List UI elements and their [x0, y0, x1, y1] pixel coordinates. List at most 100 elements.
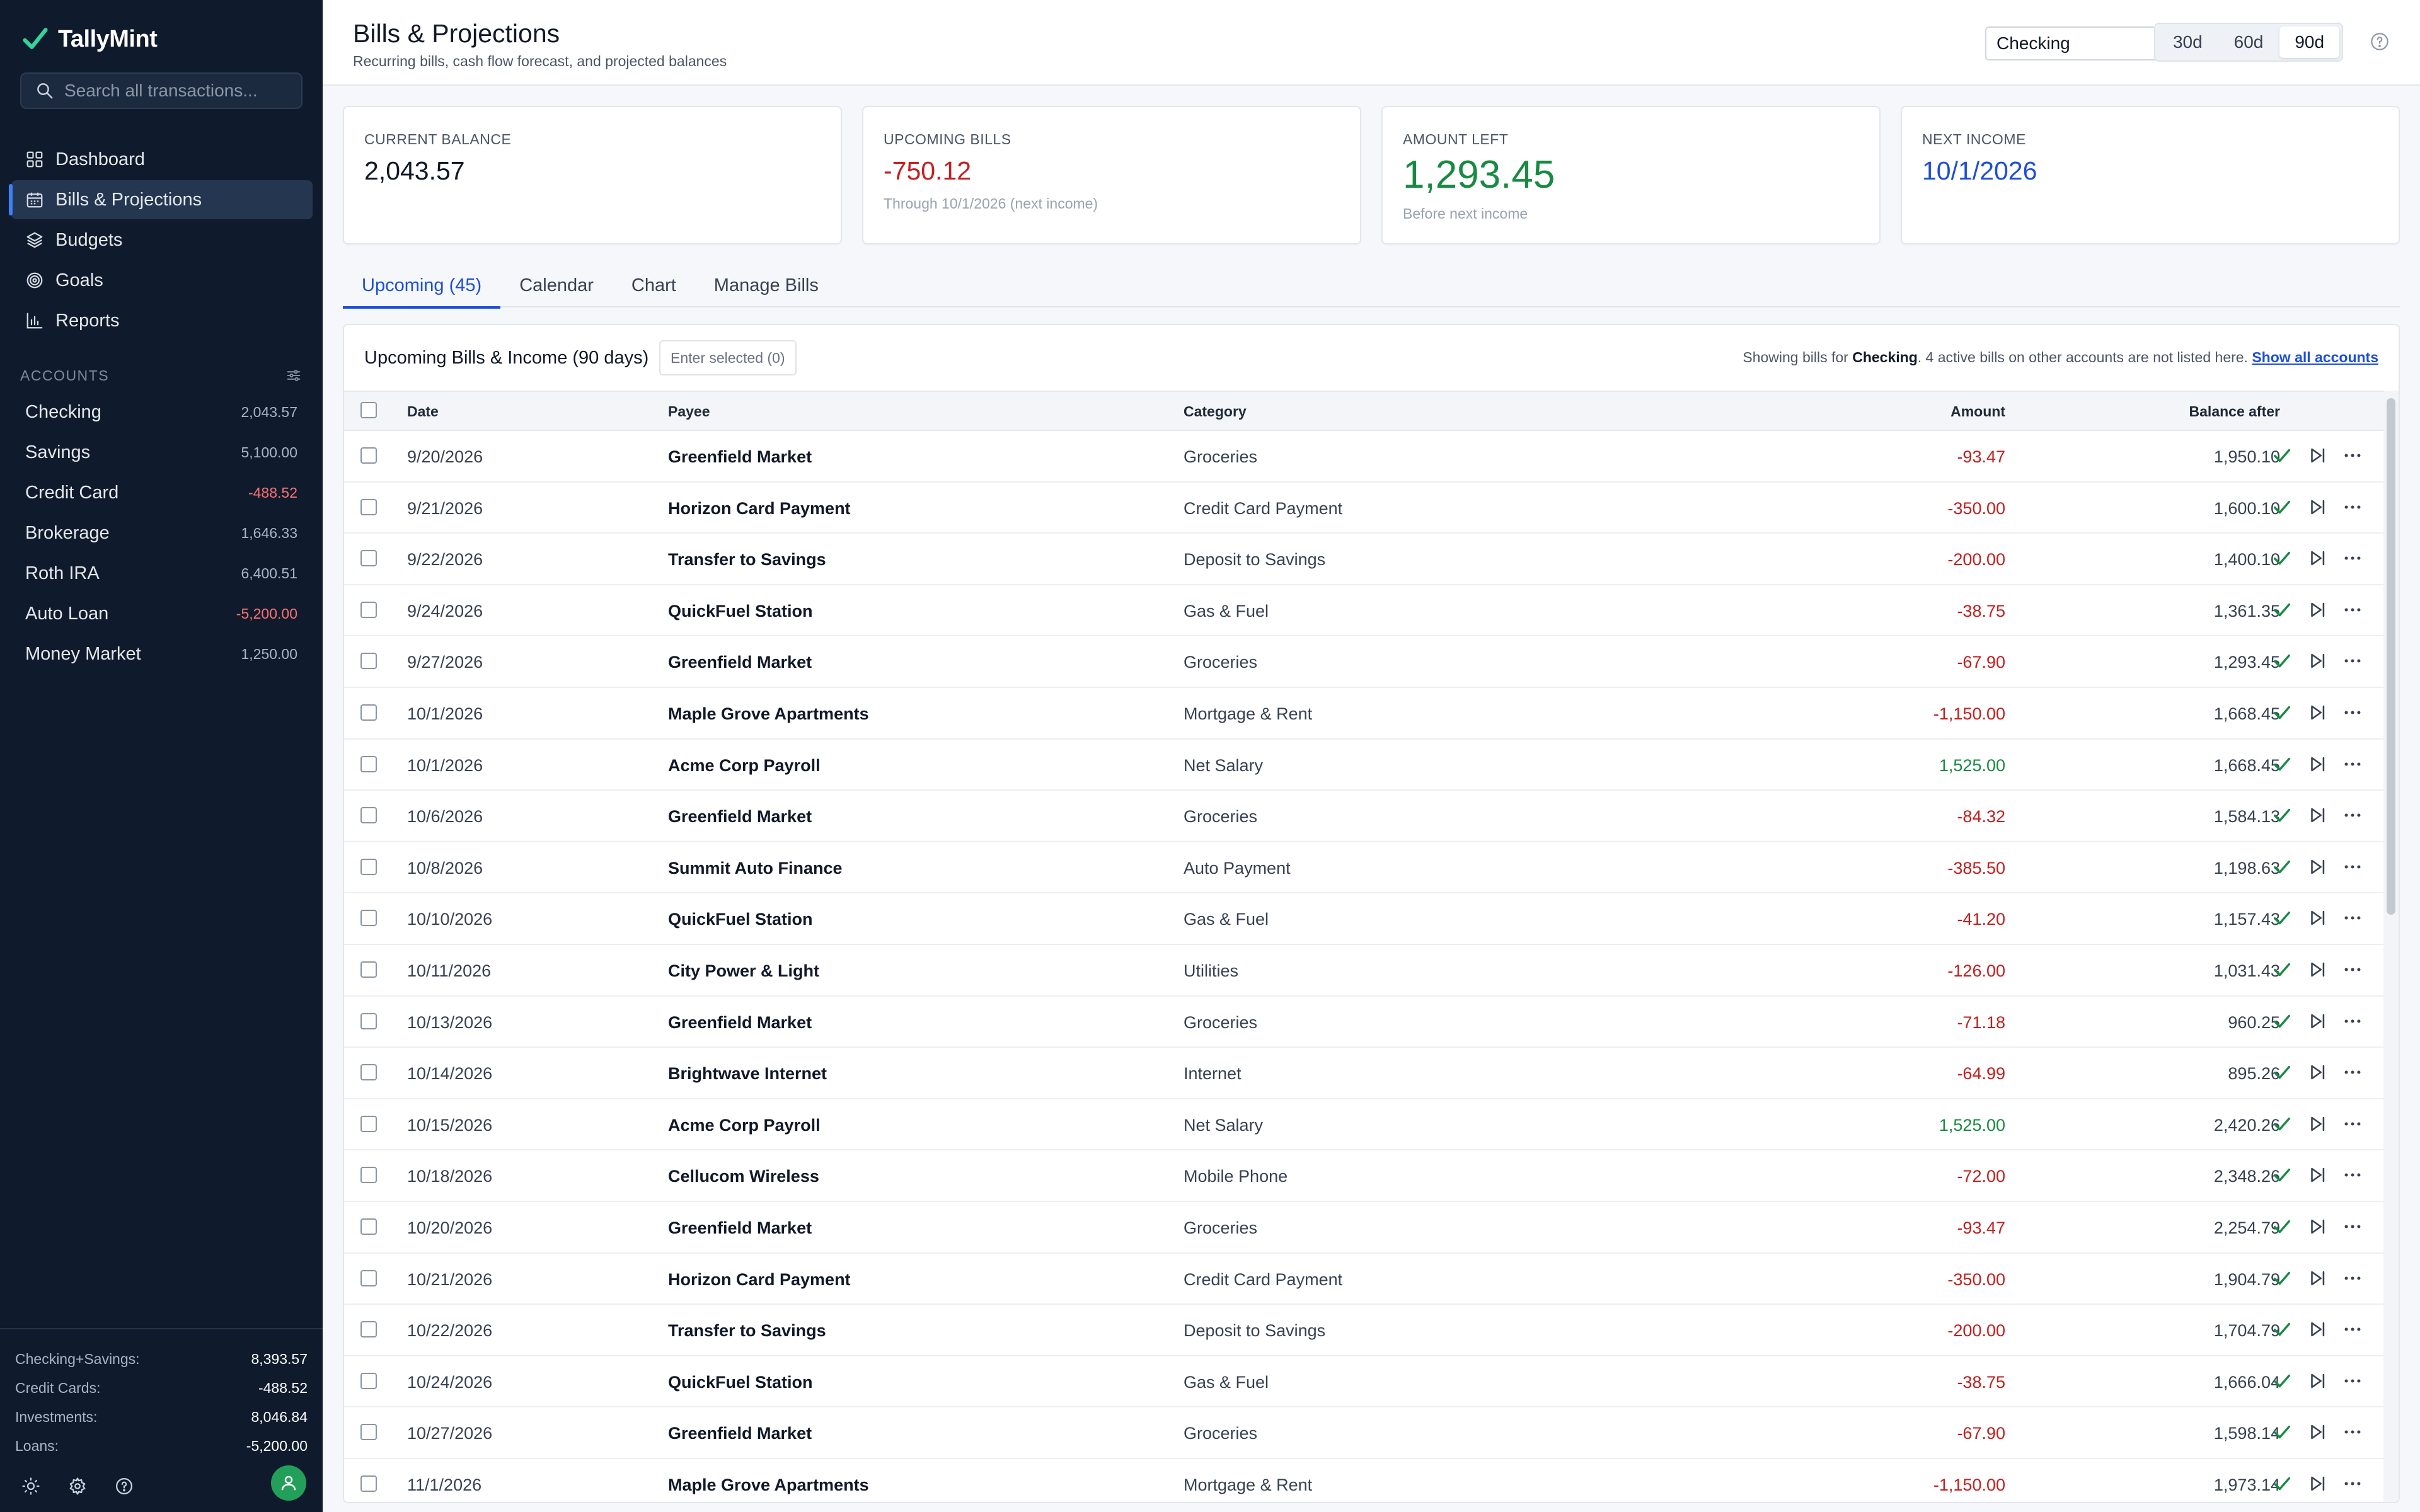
row-checkbox[interactable]: [360, 1372, 377, 1389]
account-item-roth-ira[interactable]: Roth IRA 6,400.51: [25, 553, 297, 593]
check-icon[interactable]: [2271, 1164, 2293, 1186]
skip-icon[interactable]: [2307, 1268, 2328, 1289]
more-icon[interactable]: [2342, 753, 2363, 775]
row-checkbox[interactable]: [360, 498, 377, 515]
check-icon[interactable]: [2271, 702, 2293, 723]
tab-upcoming[interactable]: Upcoming (45): [343, 263, 501, 309]
table-row[interactable]: 9/27/2026 Greenfield Market Groceries -67.9…: [344, 636, 2386, 688]
row-checkbox[interactable]: [360, 858, 377, 875]
skip-icon[interactable]: [2307, 805, 2328, 826]
skip-icon[interactable]: [2307, 496, 2328, 518]
table-row[interactable]: 10/1/2026 Maple Grove Apartments Mortgage …: [344, 688, 2386, 740]
account-item-brokerage[interactable]: Brokerage 1,646.33: [25, 513, 297, 553]
more-icon[interactable]: [2342, 1062, 2363, 1083]
range-90d-button[interactable]: 90d: [2279, 26, 2340, 58]
range-60d-button[interactable]: 60d: [2233, 32, 2264, 52]
more-icon[interactable]: [2342, 1216, 2363, 1237]
skip-icon[interactable]: [2307, 856, 2328, 878]
check-icon[interactable]: [2271, 1062, 2293, 1083]
table-row[interactable]: 11/1/2026 Maple Grove Apartments Mortgage …: [344, 1459, 2386, 1502]
more-icon[interactable]: [2342, 599, 2363, 621]
row-checkbox[interactable]: [360, 1424, 377, 1441]
account-item-savings[interactable]: Savings 5,100.00: [25, 432, 297, 472]
avatar[interactable]: [271, 1465, 306, 1501]
row-checkbox[interactable]: [360, 807, 377, 824]
check-icon[interactable]: [2271, 1319, 2293, 1340]
table-row[interactable]: 10/20/2026 Greenfield Market Groceries -93.…: [344, 1202, 2386, 1254]
skip-icon[interactable]: [2307, 1011, 2328, 1032]
tab-chart[interactable]: Chart: [631, 275, 676, 295]
check-icon[interactable]: [2271, 805, 2293, 826]
skip-icon[interactable]: [2307, 1370, 2328, 1392]
tab-manage-bills[interactable]: Manage Bills: [713, 275, 819, 295]
check-icon[interactable]: [2271, 856, 2293, 878]
skip-icon[interactable]: [2307, 445, 2328, 466]
table-row[interactable]: 10/27/2026 Greenfield Market Groceries -67.…: [344, 1407, 2386, 1459]
check-icon[interactable]: [2271, 1216, 2293, 1237]
sun-icon[interactable]: [21, 1477, 40, 1496]
nav-item-dashboard[interactable]: Dashboard: [11, 140, 313, 179]
row-checkbox[interactable]: [360, 755, 377, 772]
table-row[interactable]: 10/13/2026 Greenfield Market Groceries -71.…: [344, 997, 2386, 1048]
row-checkbox[interactable]: [360, 550, 377, 567]
more-icon[interactable]: [2342, 547, 2363, 569]
nav-item-reports[interactable]: Reports: [11, 301, 313, 340]
more-icon[interactable]: [2342, 1421, 2363, 1443]
check-icon[interactable]: [2271, 547, 2293, 569]
select-all-checkbox[interactable]: [360, 402, 377, 418]
table-row[interactable]: 9/24/2026 QuickFuel Station Gas & Fuel -38.…: [344, 585, 2386, 637]
check-icon[interactable]: [2271, 445, 2293, 466]
more-icon[interactable]: [2342, 1268, 2363, 1289]
enter-selected-button[interactable]: Enter selected (0): [659, 340, 797, 375]
nav-item-goals[interactable]: Goals: [11, 261, 313, 300]
check-icon[interactable]: [2271, 1473, 2293, 1494]
skip-icon[interactable]: [2307, 1062, 2328, 1083]
app-logo[interactable]: TallyMint: [21, 21, 158, 57]
more-icon[interactable]: [2342, 650, 2363, 672]
more-icon[interactable]: [2342, 1164, 2363, 1186]
row-checkbox[interactable]: [360, 653, 377, 670]
check-icon[interactable]: [2271, 1268, 2293, 1289]
more-icon[interactable]: [2342, 445, 2363, 466]
tab-calendar[interactable]: Calendar: [519, 275, 594, 295]
more-icon[interactable]: [2342, 1473, 2363, 1494]
table-row[interactable]: 10/15/2026 Acme Corp Payroll Net Salary 1,5…: [344, 1099, 2386, 1151]
check-icon[interactable]: [2271, 753, 2293, 775]
skip-icon[interactable]: [2307, 547, 2328, 569]
account-select[interactable]: Checking: [1985, 26, 2186, 60]
nav-item-bills-projections[interactable]: Bills & Projections: [9, 180, 313, 219]
skip-icon[interactable]: [2307, 1164, 2328, 1186]
more-icon[interactable]: [2342, 959, 2363, 980]
table-row[interactable]: 10/1/2026 Acme Corp Payroll Net Salary 1,52…: [344, 740, 2386, 791]
row-checkbox[interactable]: [360, 1064, 377, 1081]
show-all-accounts-link[interactable]: Show all accounts: [2252, 349, 2378, 365]
more-icon[interactable]: [2342, 496, 2363, 518]
table-row[interactable]: 10/22/2026 Transfer to Savings Deposit to …: [344, 1305, 2386, 1356]
range-30d-button[interactable]: 30d: [2172, 32, 2203, 52]
check-icon[interactable]: [2271, 1370, 2293, 1392]
more-icon[interactable]: [2342, 1370, 2363, 1392]
more-icon[interactable]: [2342, 907, 2363, 929]
check-icon[interactable]: [2271, 1011, 2293, 1032]
skip-icon[interactable]: [2307, 1113, 2328, 1135]
more-icon[interactable]: [2342, 1319, 2363, 1340]
table-row[interactable]: 9/22/2026 Transfer to Savings Deposit to S…: [344, 534, 2386, 585]
skip-icon[interactable]: [2307, 1421, 2328, 1443]
row-checkbox[interactable]: [360, 1115, 377, 1132]
account-item-credit-card[interactable]: Credit Card -488.52: [25, 472, 297, 513]
gear-icon[interactable]: [68, 1477, 87, 1496]
row-checkbox[interactable]: [360, 1218, 377, 1235]
account-item-money-market[interactable]: Money Market 1,250.00: [25, 634, 297, 674]
help-icon[interactable]: [2370, 32, 2390, 52]
table-row[interactable]: 10/14/2026 Brightwave Internet Internet -64…: [344, 1048, 2386, 1099]
table-row[interactable]: 10/21/2026 Horizon Card Payment Credit Car…: [344, 1254, 2386, 1305]
check-icon[interactable]: [2271, 907, 2293, 929]
row-checkbox[interactable]: [360, 1012, 377, 1029]
more-icon[interactable]: [2342, 1113, 2363, 1135]
row-checkbox[interactable]: [360, 1167, 377, 1184]
row-checkbox[interactable]: [360, 447, 377, 464]
table-row[interactable]: 10/6/2026 Greenfield Market Groceries -84.3…: [344, 791, 2386, 842]
skip-icon[interactable]: [2307, 702, 2328, 723]
skip-icon[interactable]: [2307, 959, 2328, 980]
row-checkbox[interactable]: [360, 704, 377, 721]
